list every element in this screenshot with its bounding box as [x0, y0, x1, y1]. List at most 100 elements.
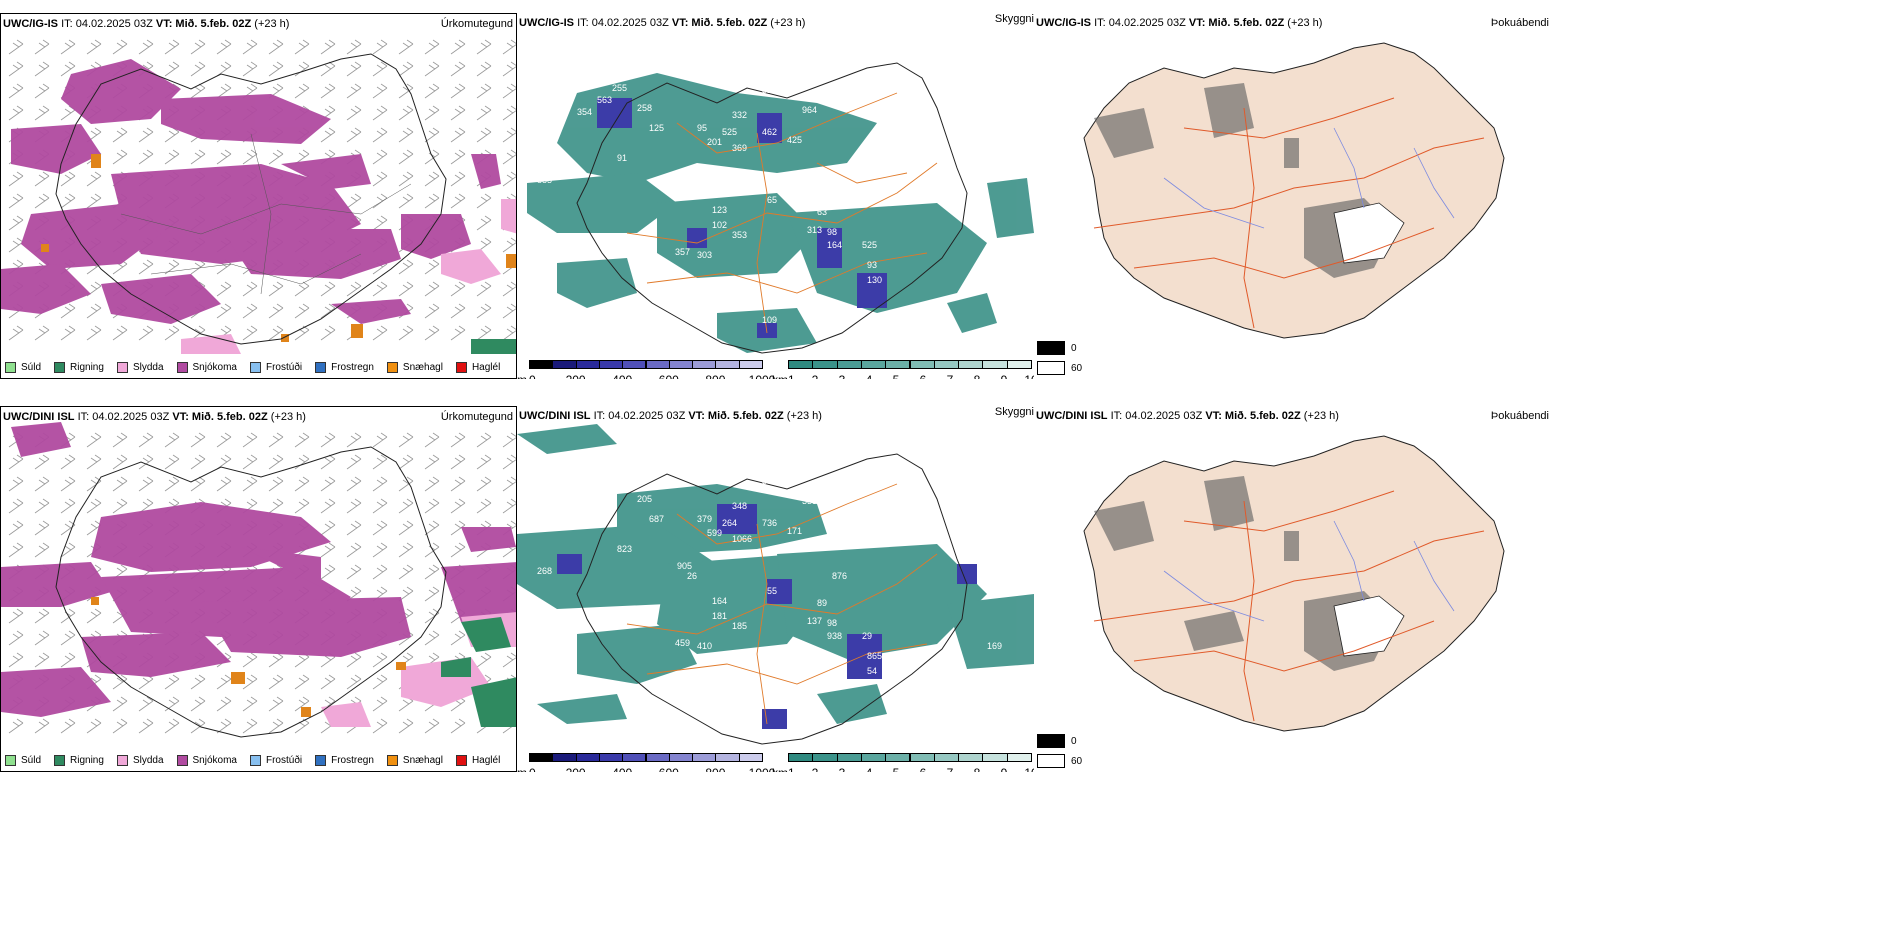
wind-barb-icon: [346, 652, 362, 668]
wind-barb-icon: [86, 608, 102, 624]
wind-barb-icon: [86, 303, 102, 319]
wind-barb-icon: [346, 520, 362, 536]
legend-swatch: [455, 361, 467, 373]
wind-barb-icon: [216, 281, 232, 297]
wind-barb-icon: [320, 564, 336, 580]
colorbar-segment: [622, 753, 647, 762]
legend-swatch: [54, 754, 66, 766]
height-label: 905: [677, 561, 692, 571]
height-label: 164: [712, 596, 727, 606]
colorbar-segment: [982, 360, 1008, 369]
colorbar-tick: 600: [659, 766, 679, 772]
wind-barb-icon: [112, 325, 128, 341]
wind-barb-icon: [34, 61, 50, 77]
colorbar-tick: 6: [920, 766, 927, 772]
height-label: 204: [597, 486, 612, 496]
colorbar-segment: [836, 360, 862, 369]
legend-swatch: [315, 361, 327, 373]
iceland-land: [1083, 42, 1505, 339]
wind-barb-icon: [242, 149, 258, 165]
legend-swatch: [5, 754, 16, 766]
wind-barb-icon: [346, 281, 362, 297]
wind-barb-icon: [34, 193, 50, 209]
wind-barb-icon: [476, 105, 492, 121]
legend-swatch: [5, 361, 16, 373]
wind-barb-icon: [424, 542, 440, 558]
wind-barb-icon: [112, 454, 128, 470]
legend-item: Frostregn: [315, 754, 374, 766]
legend-swatch: [315, 754, 327, 766]
wind-barb-icon: [8, 608, 24, 624]
wind-barb-icon: [346, 498, 362, 514]
colorbar-segment: [836, 753, 862, 762]
legend-label: Snjókoma: [192, 754, 237, 766]
wind-barb-icon: [190, 476, 206, 492]
wind-barb-icon: [190, 39, 206, 55]
height-label: 89: [817, 598, 827, 608]
colorbar-tick: 3: [839, 766, 846, 772]
wind-barb-icon: [8, 454, 24, 470]
legend-swatch: [116, 754, 128, 766]
wind-barb-icon: [34, 454, 50, 470]
fog-value: 0: [1071, 342, 1077, 354]
wind-barb-icon: [294, 476, 310, 492]
colorbar-segment: [738, 753, 763, 762]
wind-barb-icon: [8, 39, 24, 55]
colorbar-tick: 5: [893, 373, 900, 379]
wind-barb-icon: [294, 61, 310, 77]
height-label: 205: [637, 494, 652, 504]
wind-barb-icon: [450, 193, 466, 209]
height-label: 823: [617, 544, 632, 554]
wind-barb-icon: [372, 454, 388, 470]
wind-barb-icon: [372, 520, 388, 536]
wind-barb-icon: [372, 39, 388, 55]
wind-barb-icon: [450, 498, 466, 514]
height-label: 318: [762, 85, 777, 95]
wind-barb-icon: [502, 127, 516, 143]
wind-barb-icon: [216, 718, 232, 734]
visibility-panel-bottom: UWC/DINI ISL IT: 04.02.2025 03Z VT: Mið.…: [517, 406, 1034, 772]
wind-barb-icon: [450, 454, 466, 470]
iceland-outline: [576, 453, 968, 745]
legend-item: Haglél: [455, 754, 500, 766]
height-label: 333: [802, 496, 817, 506]
height-label: 133: [722, 471, 737, 481]
colorbar-unit: km: [772, 373, 788, 379]
wind-barb-icon: [8, 171, 24, 187]
height-label: 876: [832, 571, 847, 581]
road-network: [626, 92, 938, 334]
wind-barb-icon: [112, 149, 128, 165]
wind-barb-icon: [502, 652, 516, 668]
height-label: 55: [767, 586, 777, 596]
wind-barb-icon: [190, 149, 206, 165]
wind-barb-icon: [294, 674, 310, 690]
wind-barb-icon: [398, 564, 414, 580]
wind-barb-icon: [60, 61, 76, 77]
wind-barb-icon: [398, 193, 414, 209]
iceland-outline: [55, 53, 447, 345]
height-label: 164: [827, 240, 842, 250]
wind-barb-icon: [34, 630, 50, 646]
height-label: 158: [612, 474, 627, 484]
colorbar-segment: [738, 360, 763, 369]
wind-barb-icon: [112, 127, 128, 143]
wind-barb-icon: [346, 127, 362, 143]
height-label: 98: [827, 618, 837, 628]
wind-barb-icon: [346, 454, 362, 470]
height-label: 997: [987, 250, 1002, 260]
colorbar-tick: 6: [920, 373, 927, 379]
height-label: 964: [802, 105, 817, 115]
wind-barb-icon: [60, 718, 76, 734]
wind-barb-icon: [164, 61, 180, 77]
wind-barb-icon: [268, 476, 284, 492]
colorbar-segment: [668, 753, 694, 762]
height-label: 865: [687, 180, 702, 190]
wind-barb-icon: [86, 171, 102, 187]
wind-barb-icon: [60, 454, 76, 470]
orange-spots: [91, 597, 406, 717]
colorbar-segment: [692, 360, 717, 369]
wind-barb-icon: [424, 171, 440, 187]
wind-barb-icon: [502, 325, 516, 341]
wind-barb-icon: [8, 718, 24, 734]
